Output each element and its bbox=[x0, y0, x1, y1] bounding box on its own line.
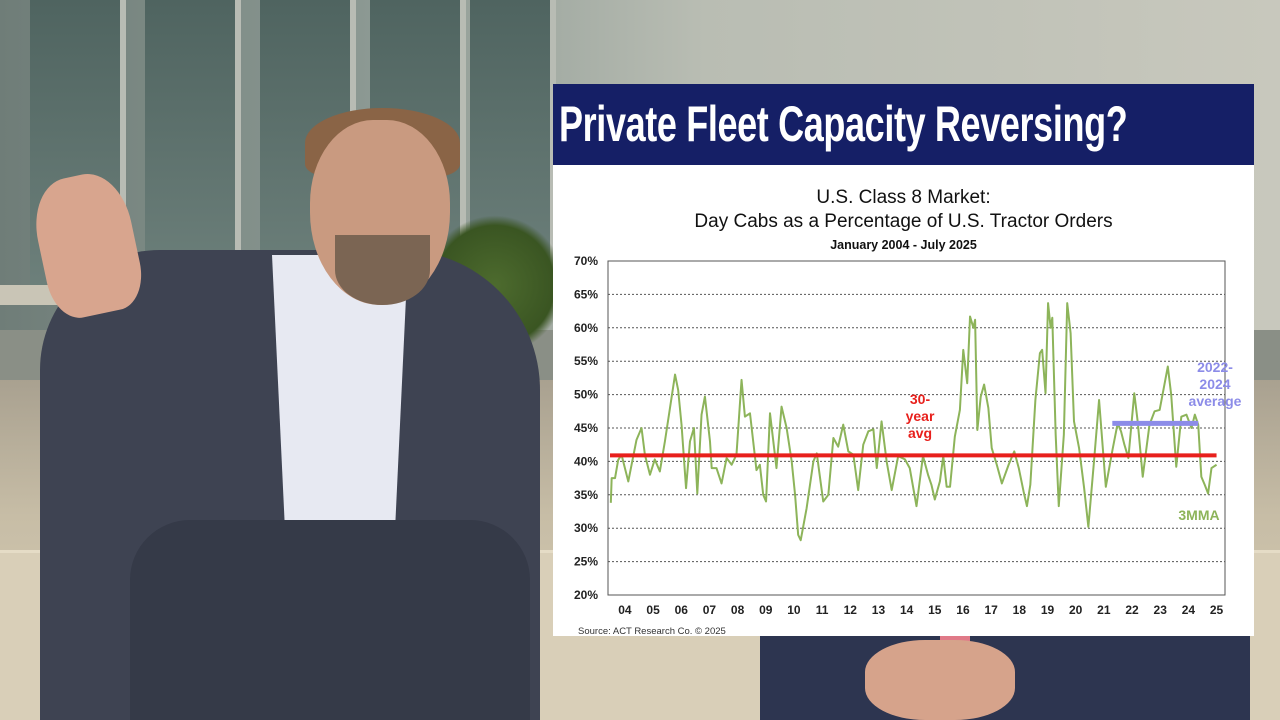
y-tick-label: 55% bbox=[574, 354, 598, 368]
x-tick-label: 08 bbox=[731, 603, 745, 617]
thirty-year-avg-label: avg bbox=[908, 425, 932, 441]
x-tick-label: 13 bbox=[872, 603, 886, 617]
x-tick-label: 18 bbox=[1013, 603, 1027, 617]
y-tick-label: 40% bbox=[574, 454, 598, 468]
x-tick-label: 23 bbox=[1154, 603, 1168, 617]
recent-average-label: 2024 bbox=[1199, 376, 1230, 392]
second-person-hands bbox=[865, 640, 1015, 720]
x-tick-label: 16 bbox=[956, 603, 970, 617]
x-tick-label: 15 bbox=[928, 603, 942, 617]
chart-panel: U.S. Class 8 Market: Day Cabs as a Perce… bbox=[553, 165, 1254, 637]
chart-subtitle: Day Cabs as a Percentage of U.S. Tractor… bbox=[694, 211, 1113, 232]
x-tick-label: 05 bbox=[646, 603, 660, 617]
title-banner: Private Fleet Capacity Reversing? bbox=[553, 84, 1254, 165]
y-tick-label: 35% bbox=[574, 488, 598, 502]
x-tick-label: 07 bbox=[703, 603, 717, 617]
thirty-year-avg-label: 30- bbox=[910, 391, 931, 407]
x-tick-label: 09 bbox=[759, 603, 773, 617]
y-tick-label: 30% bbox=[574, 521, 598, 535]
banner-title: Private Fleet Capacity Reversing? bbox=[559, 96, 1128, 152]
x-tick-label: 11 bbox=[816, 603, 829, 617]
speaker-leg bbox=[130, 520, 530, 720]
x-tick-label: 19 bbox=[1041, 603, 1055, 617]
x-tick-label: 04 bbox=[618, 603, 632, 617]
x-tick-label: 25 bbox=[1210, 603, 1224, 617]
y-tick-label: 70% bbox=[574, 254, 598, 268]
x-tick-label: 06 bbox=[675, 603, 689, 617]
x-tick-label: 20 bbox=[1069, 603, 1083, 617]
x-tick-label: 14 bbox=[900, 603, 914, 617]
chart-source: Source: ACT Research Co. © 2025 bbox=[578, 626, 726, 637]
y-tick-label: 65% bbox=[574, 287, 598, 301]
x-tick-label: 10 bbox=[787, 603, 801, 617]
window bbox=[145, 0, 241, 290]
x-tick-label: 17 bbox=[984, 603, 998, 617]
x-tick-label: 22 bbox=[1125, 603, 1139, 617]
y-tick-label: 20% bbox=[574, 588, 598, 602]
x-tick-label: 24 bbox=[1182, 603, 1196, 617]
recent-average-label: average bbox=[1189, 393, 1242, 409]
chart-date-range: January 2004 - July 2025 bbox=[830, 238, 977, 252]
y-tick-label: 50% bbox=[574, 388, 598, 402]
x-tick-label: 12 bbox=[844, 603, 858, 617]
y-tick-label: 25% bbox=[574, 555, 598, 569]
thirty-year-avg-label: year bbox=[906, 408, 935, 424]
chart-title: U.S. Class 8 Market: bbox=[816, 187, 991, 208]
line-chart: 20% 25% 30% 35% 40% 45% 50% 55% 60% 65% 70% 04 05 06 0… bbox=[574, 254, 1242, 617]
y-tick-label: 60% bbox=[574, 321, 598, 335]
x-tick-label: 21 bbox=[1097, 603, 1111, 617]
y-tick-label: 45% bbox=[574, 421, 598, 435]
series-label-3mma: 3MMA bbox=[1178, 507, 1219, 523]
speaker-beard bbox=[335, 235, 430, 305]
recent-average-label: 2022- bbox=[1197, 359, 1233, 375]
